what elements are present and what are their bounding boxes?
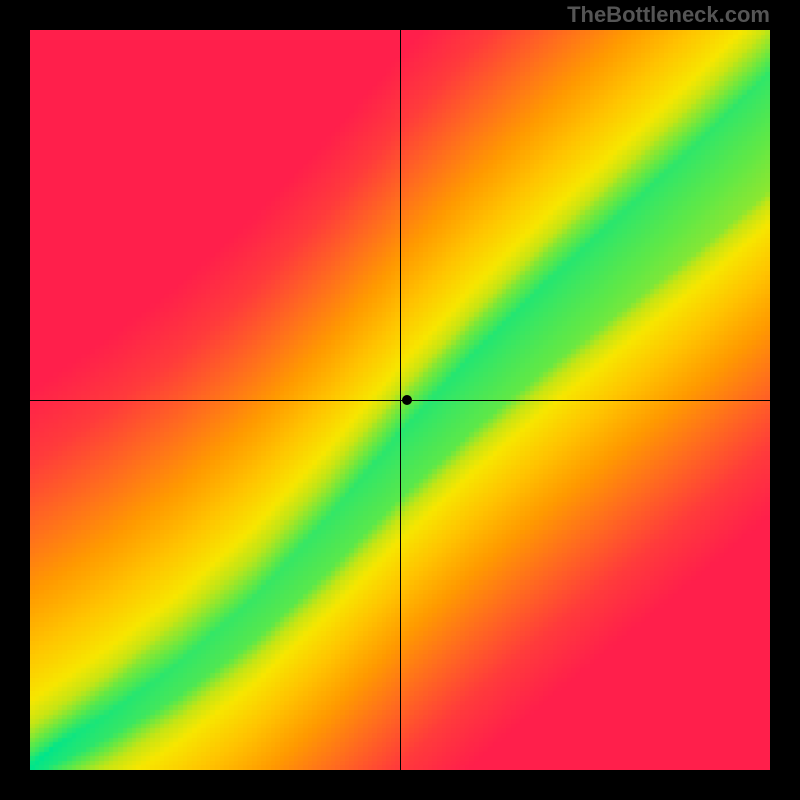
watermark-text: TheBottleneck.com: [567, 2, 770, 28]
crosshair-vertical: [400, 30, 401, 770]
crosshair-marker: [402, 395, 412, 405]
